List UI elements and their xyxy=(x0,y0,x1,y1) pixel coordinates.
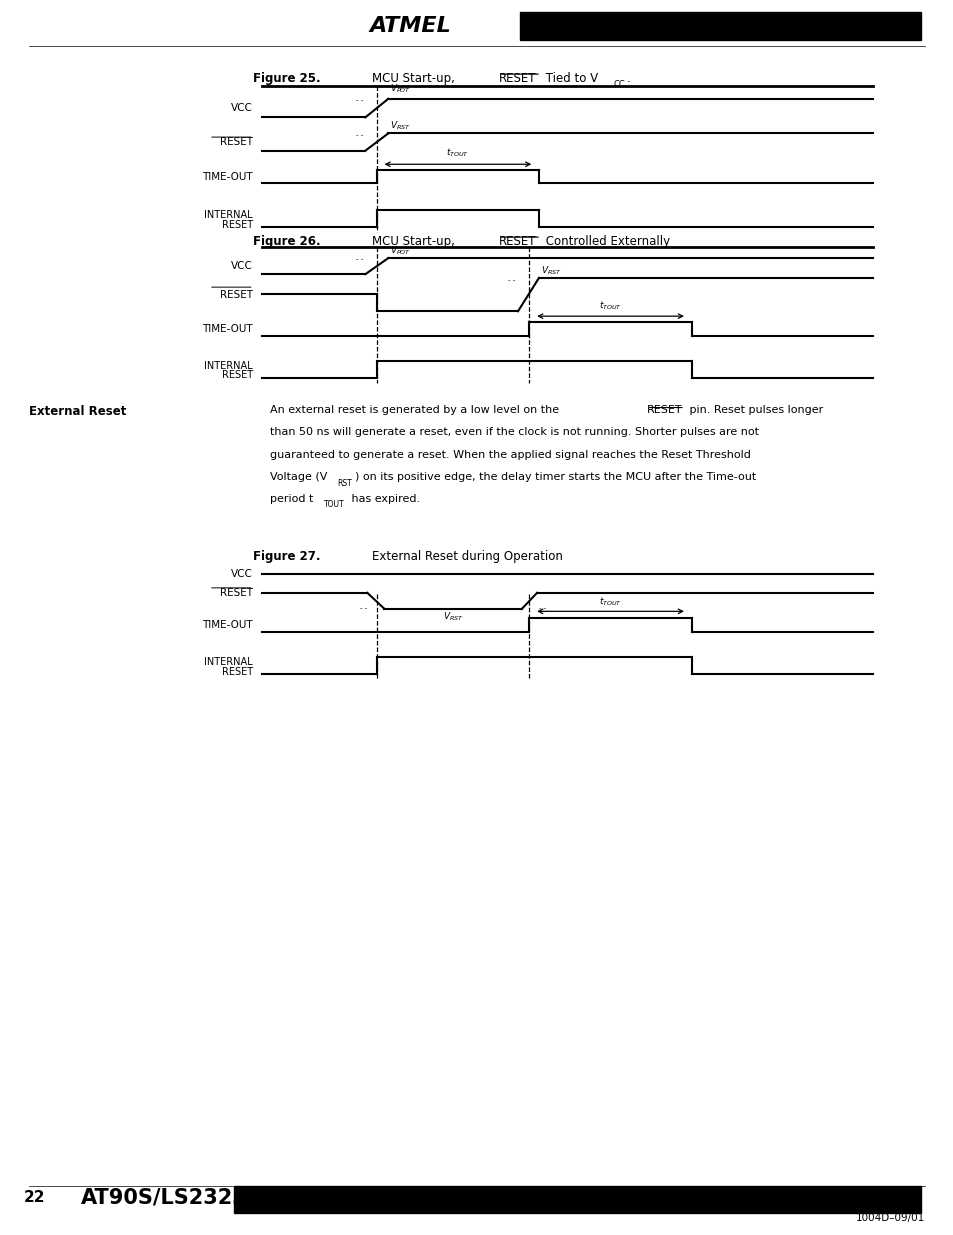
Text: ATMEL: ATMEL xyxy=(369,16,451,36)
Bar xyxy=(519,12,920,40)
Text: RESET: RESET xyxy=(498,235,536,248)
Text: MCU Start-up,: MCU Start-up, xyxy=(372,235,458,248)
Text: - -: - - xyxy=(355,257,363,262)
Text: RESET: RESET xyxy=(221,220,253,230)
Text: $V_{RST}$: $V_{RST}$ xyxy=(442,610,463,622)
Text: than 50 ns will generate a reset, even if the clock is not running. Shorter puls: than 50 ns will generate a reset, even i… xyxy=(270,427,759,437)
Text: 1004D–09/01: 1004D–09/01 xyxy=(855,1213,924,1223)
Text: $V_{POT}$: $V_{POT}$ xyxy=(390,245,411,257)
Text: INTERNAL: INTERNAL xyxy=(204,657,253,667)
Text: - -: - - xyxy=(355,98,363,103)
Text: $t_{TOUT}$: $t_{TOUT}$ xyxy=(446,147,469,159)
Text: MCU Start-up,: MCU Start-up, xyxy=(372,72,458,85)
Text: VCC: VCC xyxy=(231,261,253,272)
Text: $t_{TOUT}$: $t_{TOUT}$ xyxy=(598,300,621,312)
Text: TIME-OUT: TIME-OUT xyxy=(202,620,253,630)
Text: period t: period t xyxy=(270,494,313,504)
Text: Controlled Externally: Controlled Externally xyxy=(541,235,669,248)
Text: RST: RST xyxy=(336,479,351,488)
Text: Voltage (V: Voltage (V xyxy=(270,472,327,482)
Text: - -: - - xyxy=(359,605,367,610)
Text: RESET: RESET xyxy=(221,667,253,677)
Text: VCC: VCC xyxy=(231,569,253,579)
Text: External Reset: External Reset xyxy=(29,405,126,419)
Text: guaranteed to generate a reset. When the applied signal reaches the Reset Thresh: guaranteed to generate a reset. When the… xyxy=(270,450,750,459)
Text: ) on its positive edge, the delay timer starts the MCU after the Time-out: ) on its positive edge, the delay timer … xyxy=(355,472,756,482)
Text: pin. Reset pulses longer: pin. Reset pulses longer xyxy=(685,405,822,415)
Text: - -: - - xyxy=(507,278,515,283)
Text: has expired.: has expired. xyxy=(348,494,420,504)
Text: AT90S/LS2323/2343: AT90S/LS2323/2343 xyxy=(81,1188,314,1208)
Bar xyxy=(233,1186,920,1213)
Text: $V_{POT}$: $V_{POT}$ xyxy=(390,83,411,95)
Text: 22: 22 xyxy=(24,1191,46,1205)
Text: .: . xyxy=(626,72,630,85)
Text: $V_{RST}$: $V_{RST}$ xyxy=(390,120,411,132)
Text: Figure 25.: Figure 25. xyxy=(253,72,320,85)
Text: RESET: RESET xyxy=(646,405,681,415)
Text: Figure 27.: Figure 27. xyxy=(253,550,320,563)
Text: Figure 26.: Figure 26. xyxy=(253,235,320,248)
Text: RESET: RESET xyxy=(219,137,253,147)
Text: TIME-OUT: TIME-OUT xyxy=(202,172,253,182)
Text: RESET: RESET xyxy=(498,72,536,85)
Text: RESET: RESET xyxy=(219,588,253,598)
Text: INTERNAL: INTERNAL xyxy=(204,210,253,220)
Text: RESET: RESET xyxy=(219,289,253,300)
Text: Tied to V: Tied to V xyxy=(541,72,598,85)
Text: External Reset during Operation: External Reset during Operation xyxy=(372,550,562,563)
Text: CC: CC xyxy=(613,80,624,89)
Text: RESET: RESET xyxy=(221,370,253,380)
Text: TOUT: TOUT xyxy=(324,500,345,509)
Text: TIME-OUT: TIME-OUT xyxy=(202,324,253,335)
Text: $V_{RST}$: $V_{RST}$ xyxy=(540,264,561,277)
Text: An external reset is generated by a low level on the: An external reset is generated by a low … xyxy=(270,405,562,415)
Text: - -: - - xyxy=(355,132,363,137)
Text: $t_{TOUT}$: $t_{TOUT}$ xyxy=(598,595,621,608)
Text: VCC: VCC xyxy=(231,103,253,114)
Text: INTERNAL: INTERNAL xyxy=(204,361,253,370)
Text: - -: - - xyxy=(538,605,546,610)
